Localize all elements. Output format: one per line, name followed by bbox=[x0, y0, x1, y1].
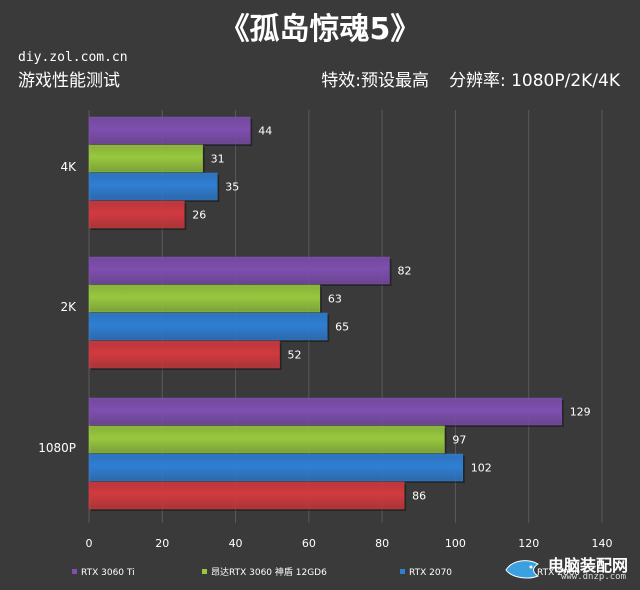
legend-label-1: 昂达RTX 3060 神盾 12GD6 bbox=[211, 566, 327, 578]
legend-swatch-1 bbox=[202, 569, 207, 574]
bar-2K-0 bbox=[88, 256, 390, 285]
data-label-1080P-2: 102 bbox=[471, 462, 492, 475]
watermark-name: 电脑装配网 bbox=[547, 556, 628, 575]
x-tick-label-100: 100 bbox=[445, 537, 466, 550]
category-label-2K: 2K bbox=[60, 300, 77, 314]
data-label-4K-1: 31 bbox=[211, 153, 225, 166]
bar-layer bbox=[88, 116, 564, 511]
x-tick-label-80: 80 bbox=[375, 537, 389, 550]
category-label-1080P: 1080P bbox=[38, 441, 76, 455]
bar-2K-3 bbox=[88, 340, 280, 369]
legend-layer: RTX 3060 Ti 昂达RTX 3060 神盾 12GD6 RTX 2070 RT… bbox=[72, 566, 580, 578]
bar-4K-3 bbox=[88, 200, 185, 229]
data-label-2K-0: 82 bbox=[397, 265, 411, 278]
data-label-4K-2: 35 bbox=[225, 181, 239, 194]
data-label-2K-1: 63 bbox=[328, 293, 342, 306]
bar-4K-1 bbox=[88, 144, 203, 173]
bar-2K-1 bbox=[88, 284, 321, 313]
category-label-4K: 4K bbox=[60, 160, 77, 174]
legend-label-2: RTX 2070 bbox=[409, 568, 452, 578]
bar-4K-0 bbox=[88, 116, 251, 145]
resolution-label: 分辨率: 1080P/2K/4K bbox=[448, 71, 620, 91]
x-tick-label-120: 120 bbox=[518, 537, 539, 550]
bar-1080P-0 bbox=[88, 397, 562, 426]
bar-1080P-3 bbox=[88, 481, 405, 510]
bar-1080P-2 bbox=[88, 453, 464, 482]
watermark: 电脑装配网 www.dnzp.com bbox=[504, 552, 634, 586]
legend-swatch-2 bbox=[400, 569, 405, 574]
legend-label-0: RTX 3060 Ti bbox=[81, 568, 135, 578]
x-tick-label-40: 40 bbox=[229, 537, 243, 550]
bar-2K-2 bbox=[88, 312, 328, 341]
watermark-url: www.dnzp.com bbox=[560, 572, 626, 582]
bar-4K-2 bbox=[88, 172, 218, 201]
x-tick-label-60: 60 bbox=[302, 537, 316, 550]
data-label-1080P-1: 97 bbox=[452, 434, 466, 447]
x-tick-label-0: 0 bbox=[86, 537, 93, 550]
data-label-2K-3: 52 bbox=[288, 349, 302, 362]
legend-swatch-0 bbox=[72, 569, 77, 574]
chart-title: 《孤岛惊魂5》 bbox=[219, 12, 421, 47]
data-label-1080P-0: 129 bbox=[570, 406, 591, 419]
fish-logo-icon bbox=[505, 560, 540, 579]
x-tick-label-20: 20 bbox=[155, 537, 169, 550]
legend-label-3: RTX 2060 bbox=[537, 568, 580, 578]
site-label: diy.zol.com.cn bbox=[18, 50, 128, 65]
settings-label: 特效:预设最高 分辨率: 1080P/2K/4K bbox=[301, 66, 620, 91]
bar-1080P-1 bbox=[88, 425, 445, 454]
x-tick-label-140: 140 bbox=[592, 537, 613, 550]
data-label-1080P-3: 86 bbox=[412, 490, 426, 503]
data-label-4K-3: 26 bbox=[192, 209, 206, 222]
effects-label: 特效:预设最高 bbox=[321, 71, 429, 91]
label-layer: 0 20 40 60 80 100 120 140 4K 44 31 35 26 2K 82 63 65 52 10… bbox=[38, 125, 612, 551]
data-label-2K-2: 65 bbox=[335, 321, 349, 334]
chart-subtitle: 游戏性能测试 bbox=[18, 71, 120, 91]
data-label-4K-0: 44 bbox=[258, 125, 272, 138]
